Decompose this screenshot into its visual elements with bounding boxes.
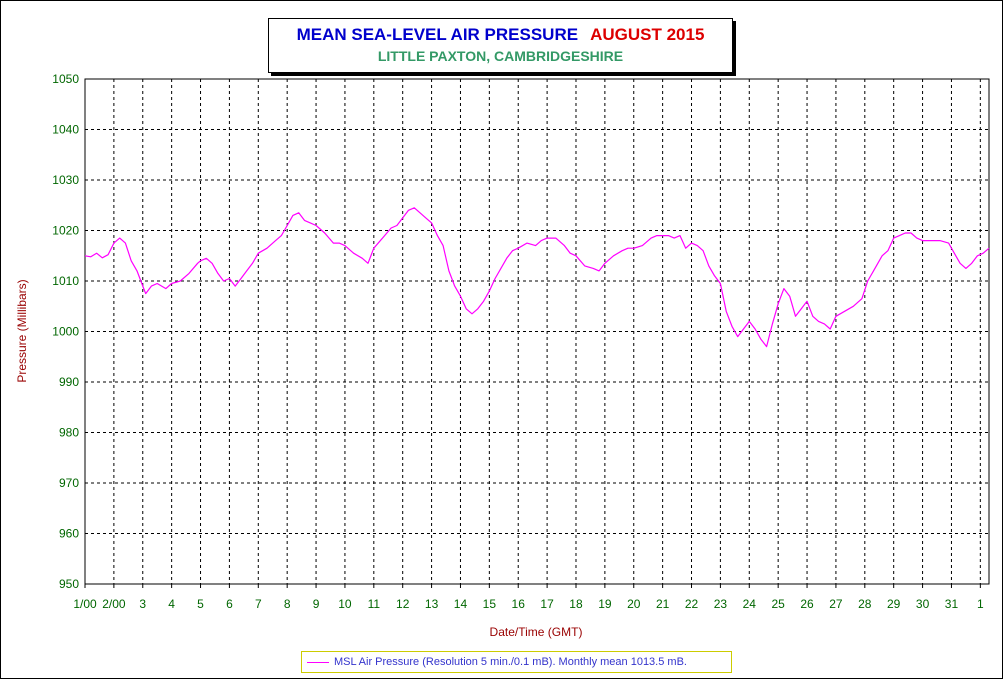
x-tick-label: 19 bbox=[598, 597, 612, 611]
legend-label: MSL Air Pressure (Resolution 5 min./0.1 … bbox=[334, 656, 687, 668]
x-tick-label: 24 bbox=[743, 597, 757, 611]
x-tick-label: 7 bbox=[255, 597, 262, 611]
x-tick-labels: 1/00 2/00 3 4 5 6 7 8 9 10 11 12 13 14 15 16 17 18 19 20 21 2… bbox=[73, 597, 984, 611]
x-tick-label: 1/00 bbox=[73, 597, 97, 611]
x-axis-title: Date/Time (GMT) bbox=[490, 625, 583, 639]
y-axis-title: Pressure (Millibars) bbox=[15, 279, 29, 382]
x-tick-label: 28 bbox=[858, 597, 872, 611]
x-tick-label: 22 bbox=[685, 597, 699, 611]
y-tick-label: 950 bbox=[59, 577, 79, 591]
chart-title: MEAN SEA-LEVEL AIR PRESSURE bbox=[296, 25, 579, 44]
x-tick-label: 18 bbox=[569, 597, 583, 611]
legend-swatch bbox=[307, 661, 329, 663]
x-tick-label: 13 bbox=[425, 597, 439, 611]
x-tick-label: 4 bbox=[168, 597, 175, 611]
legend: MSL Air Pressure (Resolution 5 min./0.1 … bbox=[301, 651, 732, 673]
x-tick-label: 1 bbox=[977, 597, 984, 611]
y-tick-label: 970 bbox=[59, 476, 79, 490]
x-tick-label: 25 bbox=[771, 597, 785, 611]
x-tick-label: 26 bbox=[800, 597, 814, 611]
series-line-msl-pressure bbox=[84, 207, 990, 348]
x-tick-label: 17 bbox=[540, 597, 554, 611]
x-tick-label: 16 bbox=[512, 597, 526, 611]
plot-border bbox=[84, 78, 990, 585]
y-tick-label: 990 bbox=[59, 375, 79, 389]
grid-layer bbox=[84, 78, 990, 588]
y-tick-label: 1050 bbox=[52, 72, 79, 86]
y-tick-label: 1000 bbox=[52, 325, 79, 339]
x-tick-label: 31 bbox=[945, 597, 959, 611]
y-tick-label: 1020 bbox=[52, 224, 79, 238]
x-tick-label: 23 bbox=[714, 597, 728, 611]
x-tick-label: 5 bbox=[197, 597, 204, 611]
series-layer bbox=[84, 207, 990, 348]
x-tick-label: 15 bbox=[483, 597, 497, 611]
y-tick-label: 1010 bbox=[52, 274, 79, 288]
title-line: MEAN SEA-LEVEL AIR PRESSURE AUGUST 2015 bbox=[269, 25, 732, 45]
x-tick-label: 8 bbox=[284, 597, 291, 611]
y-tick-label: 1040 bbox=[52, 123, 79, 137]
x-tick-label: 21 bbox=[656, 597, 670, 611]
x-tick-label: 3 bbox=[139, 597, 146, 611]
x-tick-label: 30 bbox=[916, 597, 930, 611]
x-tick-label: 14 bbox=[454, 597, 468, 611]
x-tick-label: 12 bbox=[396, 597, 410, 611]
x-tick-label: 2/00 bbox=[102, 597, 126, 611]
x-tick-label: 20 bbox=[627, 597, 641, 611]
x-tick-label: 27 bbox=[829, 597, 843, 611]
x-tick-label: 11 bbox=[368, 597, 381, 611]
x-tick-label: 9 bbox=[313, 597, 320, 611]
y-tick-label: 1030 bbox=[52, 173, 79, 187]
y-tick-label: 960 bbox=[59, 527, 79, 541]
title-box: MEAN SEA-LEVEL AIR PRESSURE AUGUST 2015 L… bbox=[268, 18, 733, 73]
x-tick-label: 10 bbox=[338, 597, 352, 611]
chart-title-month: AUGUST 2015 bbox=[590, 25, 705, 44]
x-tick-label: 6 bbox=[226, 597, 233, 611]
chart-subtitle: LITTLE PAXTON, CAMBRIDGESHIRE bbox=[377, 48, 624, 64]
y-tick-labels: 950 960 970 980 990 1000 1010 1020 1030 1040 1050 bbox=[52, 72, 79, 591]
x-tick-label: 29 bbox=[887, 597, 901, 611]
y-tick-label: 980 bbox=[59, 426, 79, 440]
